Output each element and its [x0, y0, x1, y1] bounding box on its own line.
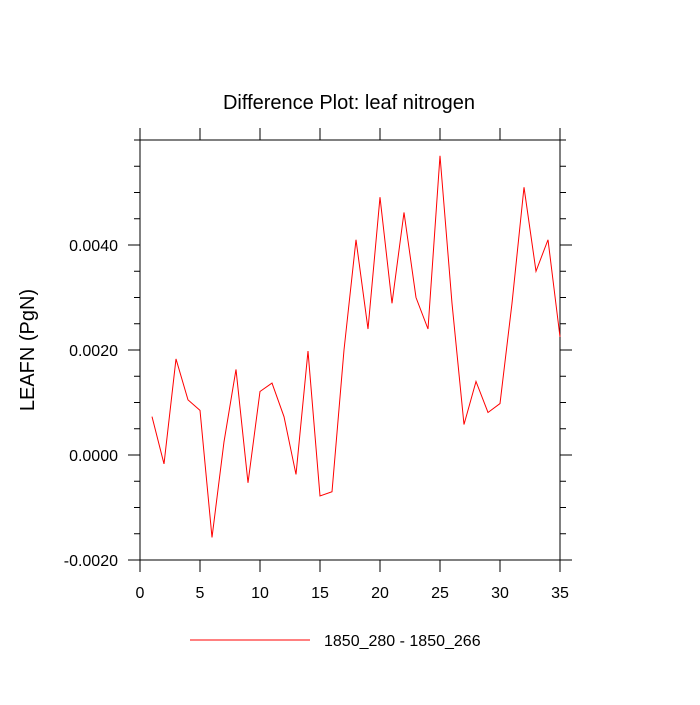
x-tick-label: 10: [251, 585, 269, 602]
legend-label: 1850_280 - 1850_266: [324, 633, 481, 650]
y-tick-label: 0.0040: [69, 238, 118, 255]
x-tick-label: 0: [136, 585, 145, 602]
y-tick-label: 0.0000: [69, 448, 118, 465]
legend: 1850_280 - 1850_266: [190, 633, 481, 650]
axis-ticks: [128, 128, 572, 572]
y-tick-labels: -0.0020 0.0000 0.0020 0.0040: [64, 238, 118, 570]
y-tick-label: 0.0020: [69, 343, 118, 360]
series-line: [152, 156, 560, 538]
x-tick-label: 25: [431, 585, 449, 602]
x-tick-label: 35: [551, 585, 569, 602]
x-tick-label: 5: [196, 585, 205, 602]
y-axis-label: LEAFN (PgN): [17, 289, 39, 411]
y-tick-label: -0.0020: [64, 553, 118, 570]
x-tick-labels: 0 5 10 15 20 25 30 35: [136, 585, 569, 602]
x-tick-label: 15: [311, 585, 329, 602]
x-tick-label: 20: [371, 585, 389, 602]
x-tick-label: 30: [491, 585, 509, 602]
chart-title: Difference Plot: leaf nitrogen: [223, 92, 475, 114]
plot-frame: [140, 140, 560, 560]
series-layer: [152, 156, 560, 538]
